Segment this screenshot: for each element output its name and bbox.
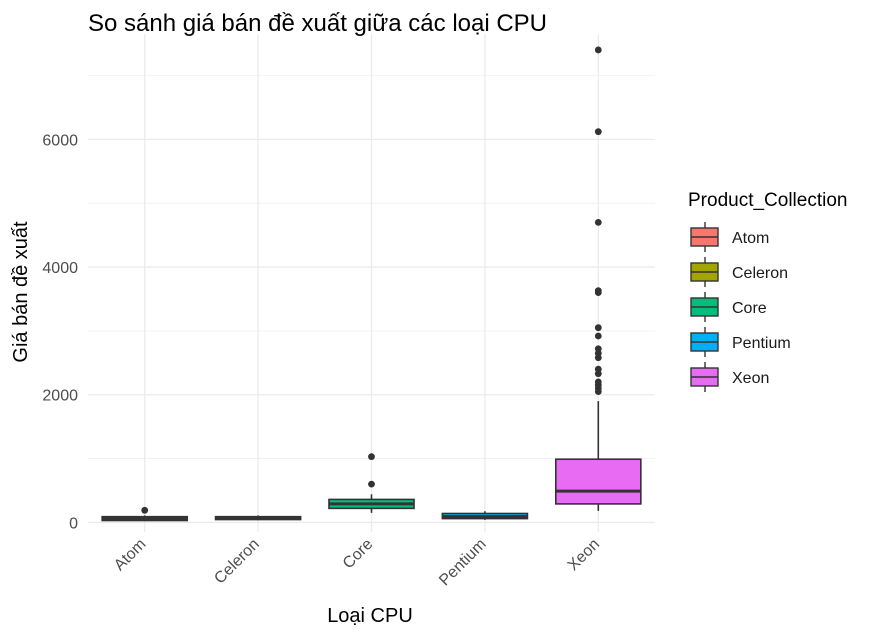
x-tick-label: Celeron — [211, 536, 263, 588]
legend-item-core: Core — [690, 292, 767, 322]
legend-item-celeron: Celeron — [690, 257, 788, 287]
x-axis: Atom Celeron Core Pentium Xeon — [111, 536, 603, 590]
boxplot-celeron — [214, 515, 302, 521]
boxplot-core — [328, 453, 415, 513]
x-axis-title: Loại CPU — [327, 605, 413, 627]
boxplot-pentium — [441, 511, 529, 520]
legend-title: Product_Collection — [688, 190, 847, 211]
legend-item-xeon: Xeon — [690, 362, 769, 392]
outlier-point — [594, 128, 602, 136]
y-axis: 0 2000 4000 6000 — [42, 132, 78, 532]
y-tick-label: 0 — [69, 515, 78, 532]
outlier-point — [368, 453, 375, 461]
legend-label: Core — [732, 300, 767, 317]
legend-item-atom: Atom — [690, 222, 769, 252]
legend: Product_Collection Atom Celeron Core Pentiu… — [688, 190, 847, 392]
legend-item-pentium: Pentium — [690, 327, 791, 357]
outlier-point — [594, 218, 602, 226]
y-tick-label: 2000 — [42, 388, 78, 405]
legend-label: Pentium — [732, 335, 791, 352]
x-tick-label: Xeon — [565, 536, 603, 574]
outlier-point — [594, 287, 602, 295]
boxplot-atom — [101, 506, 189, 522]
plot-panel — [88, 34, 655, 532]
y-axis-title: Giá bán đề xuất — [10, 221, 32, 363]
y-tick-label: 4000 — [42, 260, 78, 277]
x-tick-label: Atom — [111, 536, 149, 574]
outlier-point — [594, 378, 602, 386]
outlier-point — [594, 345, 602, 353]
legend-label: Celeron — [732, 265, 788, 282]
outlier-point — [594, 46, 602, 54]
legend-label: Atom — [732, 230, 769, 247]
legend-label: Xeon — [732, 370, 769, 387]
outlier-point — [368, 480, 375, 488]
outlier-point — [594, 332, 602, 340]
outlier-point — [594, 324, 602, 332]
box — [554, 458, 642, 505]
outlier-point — [594, 365, 602, 373]
outlier-point — [141, 506, 149, 514]
boxplot-xeon — [554, 46, 642, 511]
x-tick-label: Core — [340, 536, 377, 573]
x-tick-label: Pentium — [436, 536, 490, 590]
y-tick-label: 6000 — [42, 132, 78, 149]
chart-title: So sánh giá bán đề xuất giữa các loại CP… — [88, 10, 547, 37]
